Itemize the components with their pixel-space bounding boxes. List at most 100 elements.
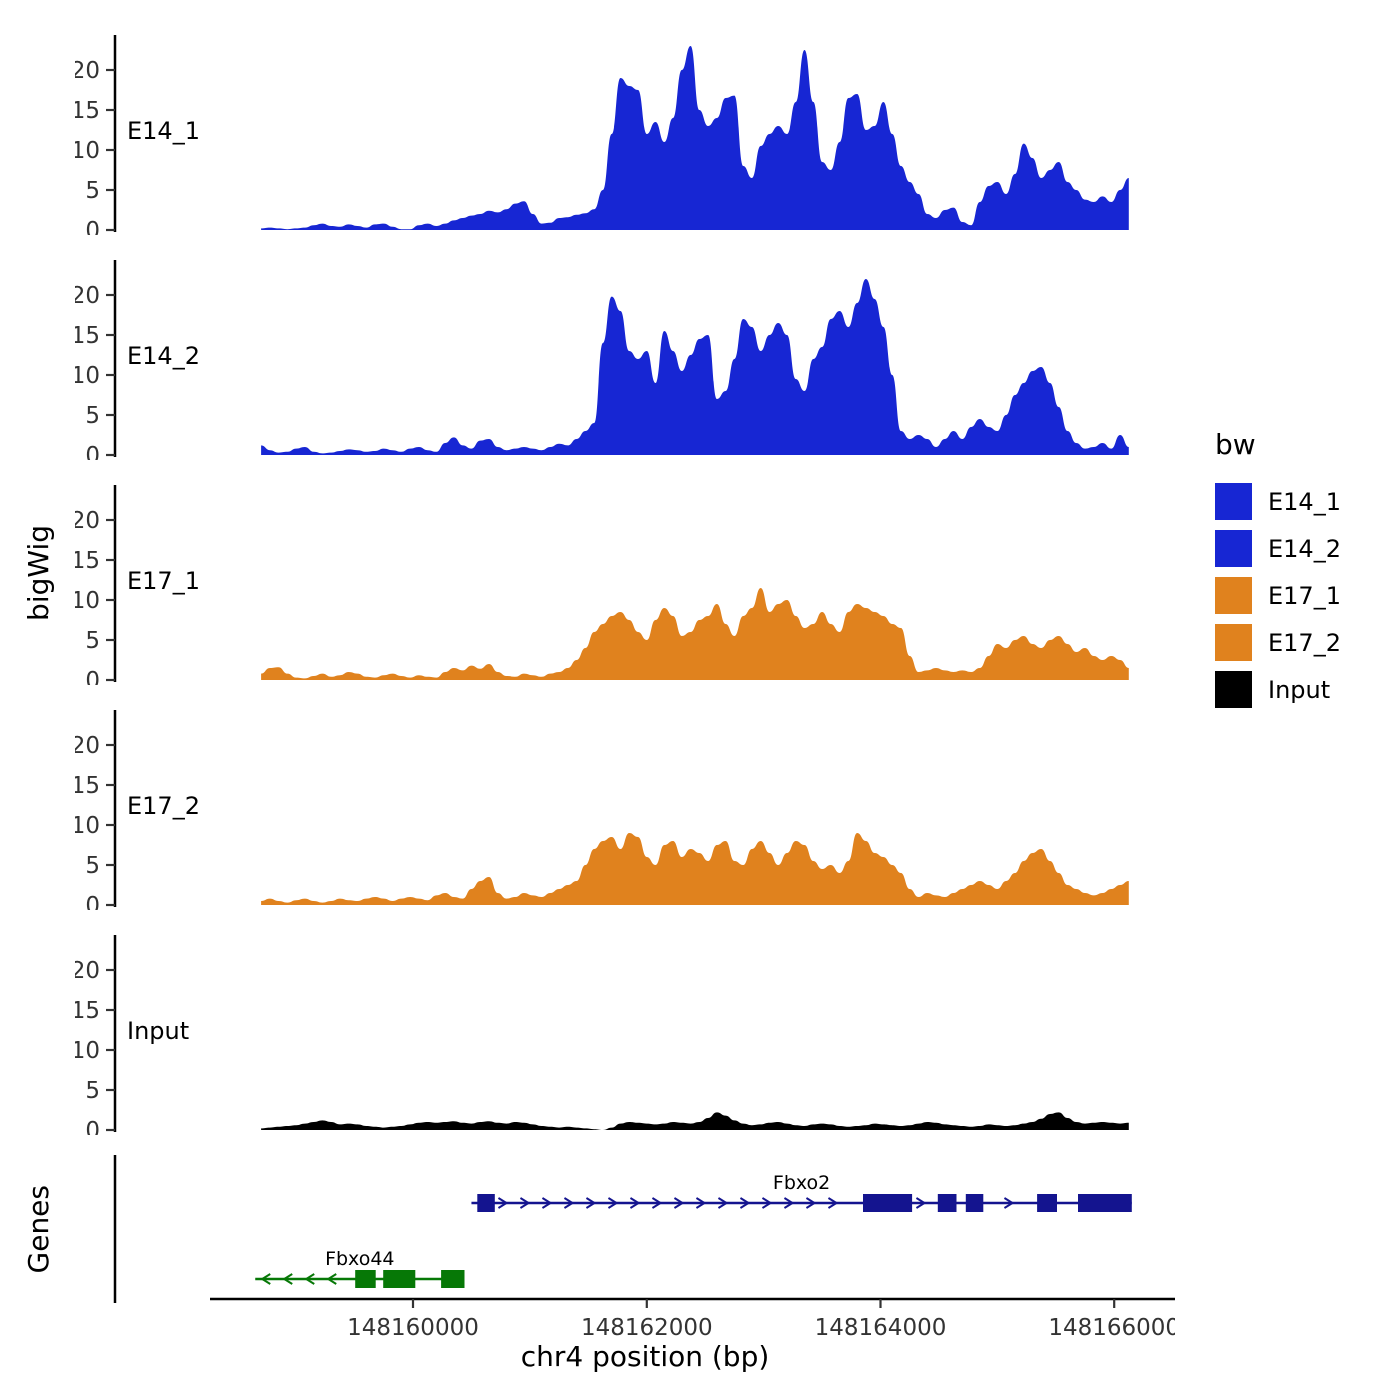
x-tick-label: 148160000 xyxy=(347,1315,479,1341)
strand-arrow-icon xyxy=(585,1197,597,1209)
y-tick-label: 0 xyxy=(85,443,100,460)
y-tick-label: 15 xyxy=(75,548,100,574)
y-tick-label: 0 xyxy=(85,668,100,685)
legend-entry-E17_2: E17_2 xyxy=(1215,624,1341,661)
y-tick-label: 5 xyxy=(85,403,100,429)
strand-arrow-icon xyxy=(673,1197,685,1209)
legend-label: E14_2 xyxy=(1268,534,1341,563)
y-tick-label: 5 xyxy=(85,853,100,879)
gene-exon-Fbxo2 xyxy=(1037,1194,1057,1212)
y-tick-label: 20 xyxy=(75,508,100,534)
coverage-area-E17_2 xyxy=(261,833,1129,905)
coverage-track-Input: 0 5 10 15 20 Input xyxy=(75,935,1129,1135)
y-tick-label: 20 xyxy=(75,733,100,759)
legend-swatch xyxy=(1215,530,1252,567)
genes-axis-title: Genes xyxy=(22,1185,55,1274)
legend-entry-E17_1: E17_1 xyxy=(1215,577,1341,614)
track-label-E14_2: E14_2 xyxy=(127,342,200,370)
y-tick-label: 5 xyxy=(85,1078,100,1104)
gene-label-Fbxo2: Fbxo2 xyxy=(773,1172,830,1194)
legend-label: Input xyxy=(1268,675,1331,704)
gene-exon-Fbxo2 xyxy=(477,1194,495,1212)
y-tick-label: 20 xyxy=(75,283,100,309)
y-tick-label: 0 xyxy=(85,218,100,235)
track-label-E14_1: E14_1 xyxy=(127,117,200,145)
coverage-area-E17_1 xyxy=(261,588,1129,680)
y-tick-label: 0 xyxy=(85,893,100,910)
x-tick-label: 148164000 xyxy=(815,1315,947,1341)
y-tick-label: 15 xyxy=(75,323,100,349)
strand-arrow-icon xyxy=(783,1197,795,1209)
strand-arrow-icon xyxy=(805,1197,817,1209)
gene-label-Fbxo44: Fbxo44 xyxy=(325,1248,394,1270)
legend-swatch xyxy=(1215,483,1252,520)
track-label-E17_2: E17_2 xyxy=(127,792,200,820)
legend-swatch xyxy=(1215,671,1252,708)
strand-arrow-icon xyxy=(915,1197,927,1209)
strand-arrow-icon xyxy=(519,1197,531,1209)
strand-arrow-icon xyxy=(1003,1197,1015,1209)
strand-arrow-icon xyxy=(761,1197,773,1209)
gene-exon-Fbxo44 xyxy=(383,1270,416,1288)
coverage-track-E14_1: 0 5 10 15 20 E14_1 xyxy=(75,35,1129,235)
legend-entry-E14_2: E14_2 xyxy=(1215,530,1341,567)
y-tick-label: 15 xyxy=(75,98,100,124)
track-label-E17_1: E17_1 xyxy=(127,567,200,595)
x-tick-label: 148162000 xyxy=(581,1315,713,1341)
y-tick-label: 20 xyxy=(75,58,100,84)
gene-exon-Fbxo2 xyxy=(863,1194,913,1212)
legend-swatch xyxy=(1215,624,1252,661)
y-tick-label: 10 xyxy=(75,138,100,164)
strand-arrow-icon xyxy=(629,1197,641,1209)
legend-entries: E14_1 E14_2 E17_1 E17_2 Input xyxy=(1215,483,1341,708)
strand-arrow-icon xyxy=(563,1197,575,1209)
genes-panel: Fbxo2 Fbxo44 xyxy=(113,1155,1132,1303)
y-tick-label: 10 xyxy=(75,1038,100,1064)
legend-label: E14_1 xyxy=(1268,487,1341,516)
coverage-area-Input xyxy=(261,1112,1129,1130)
legend-entry-E14_1: E14_1 xyxy=(1215,483,1341,520)
strand-arrow-icon xyxy=(827,1197,839,1209)
coverage-area-E14_1 xyxy=(261,46,1129,230)
x-axis-title: chr4 position (bp) xyxy=(520,1340,770,1373)
strand-arrow-icon xyxy=(326,1273,337,1285)
legend-entry-Input: Input xyxy=(1215,671,1341,708)
gene-exon-Fbxo2 xyxy=(1078,1194,1132,1212)
strand-arrow-icon xyxy=(260,1273,271,1285)
legend: bw E14_1 E14_2 E17_1 E17_2 Input xyxy=(1215,428,1341,718)
coverage-area-E14_2 xyxy=(261,279,1129,455)
legend-swatch xyxy=(1215,577,1252,614)
strand-arrow-icon xyxy=(304,1273,315,1285)
y-tick-label: 10 xyxy=(75,813,100,839)
strand-arrow-icon xyxy=(695,1197,707,1209)
y-axis-title: bigWig xyxy=(22,525,55,621)
track-label-Input: Input xyxy=(127,1017,189,1045)
y-tick-label: 15 xyxy=(75,773,100,799)
gene-exon-Fbxo2 xyxy=(937,1194,957,1212)
coverage-track-E17_1: 0 5 10 15 20 E17_1 xyxy=(75,485,1129,685)
y-tick-label: 5 xyxy=(85,178,100,204)
y-tick-label: 20 xyxy=(75,958,100,984)
coverage-track-E14_2: 0 5 10 15 20 E14_2 xyxy=(75,260,1129,460)
x-axis: 148160000 148162000 148164000 148166000 xyxy=(210,1297,1175,1341)
coverage-track-E17_2: 0 5 10 15 20 E17_2 xyxy=(75,710,1129,910)
y-tick-label: 10 xyxy=(75,588,100,614)
strand-arrow-icon xyxy=(607,1197,619,1209)
strand-arrow-icon xyxy=(497,1197,509,1209)
y-tick-label: 15 xyxy=(75,998,100,1024)
y-tick-label: 10 xyxy=(75,363,100,389)
legend-label: E17_1 xyxy=(1268,581,1341,610)
gene-exon-Fbxo44 xyxy=(355,1270,376,1288)
legend-label: E17_2 xyxy=(1268,628,1341,657)
y-tick-label: 0 xyxy=(85,1118,100,1135)
strand-arrow-icon xyxy=(651,1197,663,1209)
strand-arrow-icon xyxy=(717,1197,729,1209)
strand-arrow-icon xyxy=(282,1273,293,1285)
gene-exon-Fbxo44 xyxy=(441,1270,465,1288)
gene-exon-Fbxo2 xyxy=(965,1194,984,1212)
strand-arrow-icon xyxy=(739,1197,751,1209)
y-tick-label: 5 xyxy=(85,628,100,654)
legend-title: bw xyxy=(1215,428,1256,461)
x-tick-label: 148166000 xyxy=(1048,1315,1175,1341)
